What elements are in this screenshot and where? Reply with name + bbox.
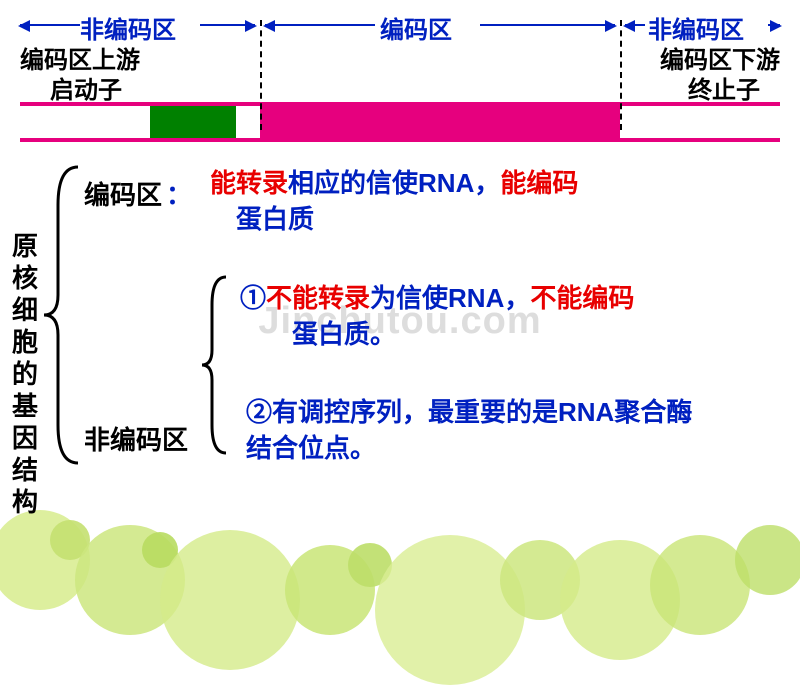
dim-line bbox=[768, 24, 780, 26]
d1-b: 相应的信使RNA， bbox=[288, 168, 500, 198]
coding-text: 编码区 bbox=[84, 180, 162, 210]
dim-line bbox=[200, 24, 255, 26]
promoter-block bbox=[150, 106, 236, 138]
coding-description: 能转录相应的信使RNA，能编码能蛋白质 bbox=[210, 165, 690, 237]
d1-a: 能转录 bbox=[210, 168, 288, 198]
bracket-large bbox=[42, 165, 82, 465]
noncoding-region-label: 非编码区 bbox=[84, 420, 188, 457]
d2-b: 为信使RNA， bbox=[370, 283, 530, 313]
promoter-label: 启动子 bbox=[50, 70, 122, 105]
coding-block bbox=[260, 106, 620, 138]
sublabel-row-2: 启动子 终止子 bbox=[20, 70, 780, 100]
dim-line bbox=[20, 24, 80, 26]
bar-bottom-line bbox=[20, 138, 780, 142]
noncoding-description-2: ②有调控序列，最重要的是RNA聚合酶结合位点。 bbox=[240, 390, 700, 470]
segment-labels-row: 非编码区 编码区 非编码区 bbox=[20, 10, 780, 40]
d2-c: 不能编码 bbox=[530, 283, 634, 313]
separator-2 bbox=[620, 20, 622, 130]
terminator-label: 终止子 bbox=[688, 70, 760, 105]
separator-1 bbox=[260, 20, 262, 130]
vertical-title: 原核细胞的基因结构 bbox=[10, 230, 40, 518]
d1-c: 能编码 bbox=[500, 168, 578, 198]
d2-a: 不能转录 bbox=[266, 283, 370, 313]
d2-num: ① bbox=[240, 283, 266, 313]
gene-structure-diagram: 非编码区 编码区 非编码区 编码区上游 编码区下游 启动子 终止子 bbox=[20, 10, 780, 142]
dim-line bbox=[625, 24, 645, 26]
dim-line bbox=[480, 24, 615, 26]
coding-region-label: 编码区： bbox=[84, 175, 196, 212]
d1-d: 蛋白质 bbox=[236, 204, 314, 234]
dim-line bbox=[265, 24, 375, 26]
gene-bar bbox=[20, 102, 780, 142]
d2-d: 蛋白质。 bbox=[292, 319, 396, 349]
sublabel-row-1: 编码区上游 编码区下游 bbox=[20, 40, 780, 70]
noncoding-description-1: ①不能转录为信使RNA，不能编码①不蛋白质。 bbox=[240, 280, 700, 352]
bracket-small bbox=[200, 275, 230, 455]
